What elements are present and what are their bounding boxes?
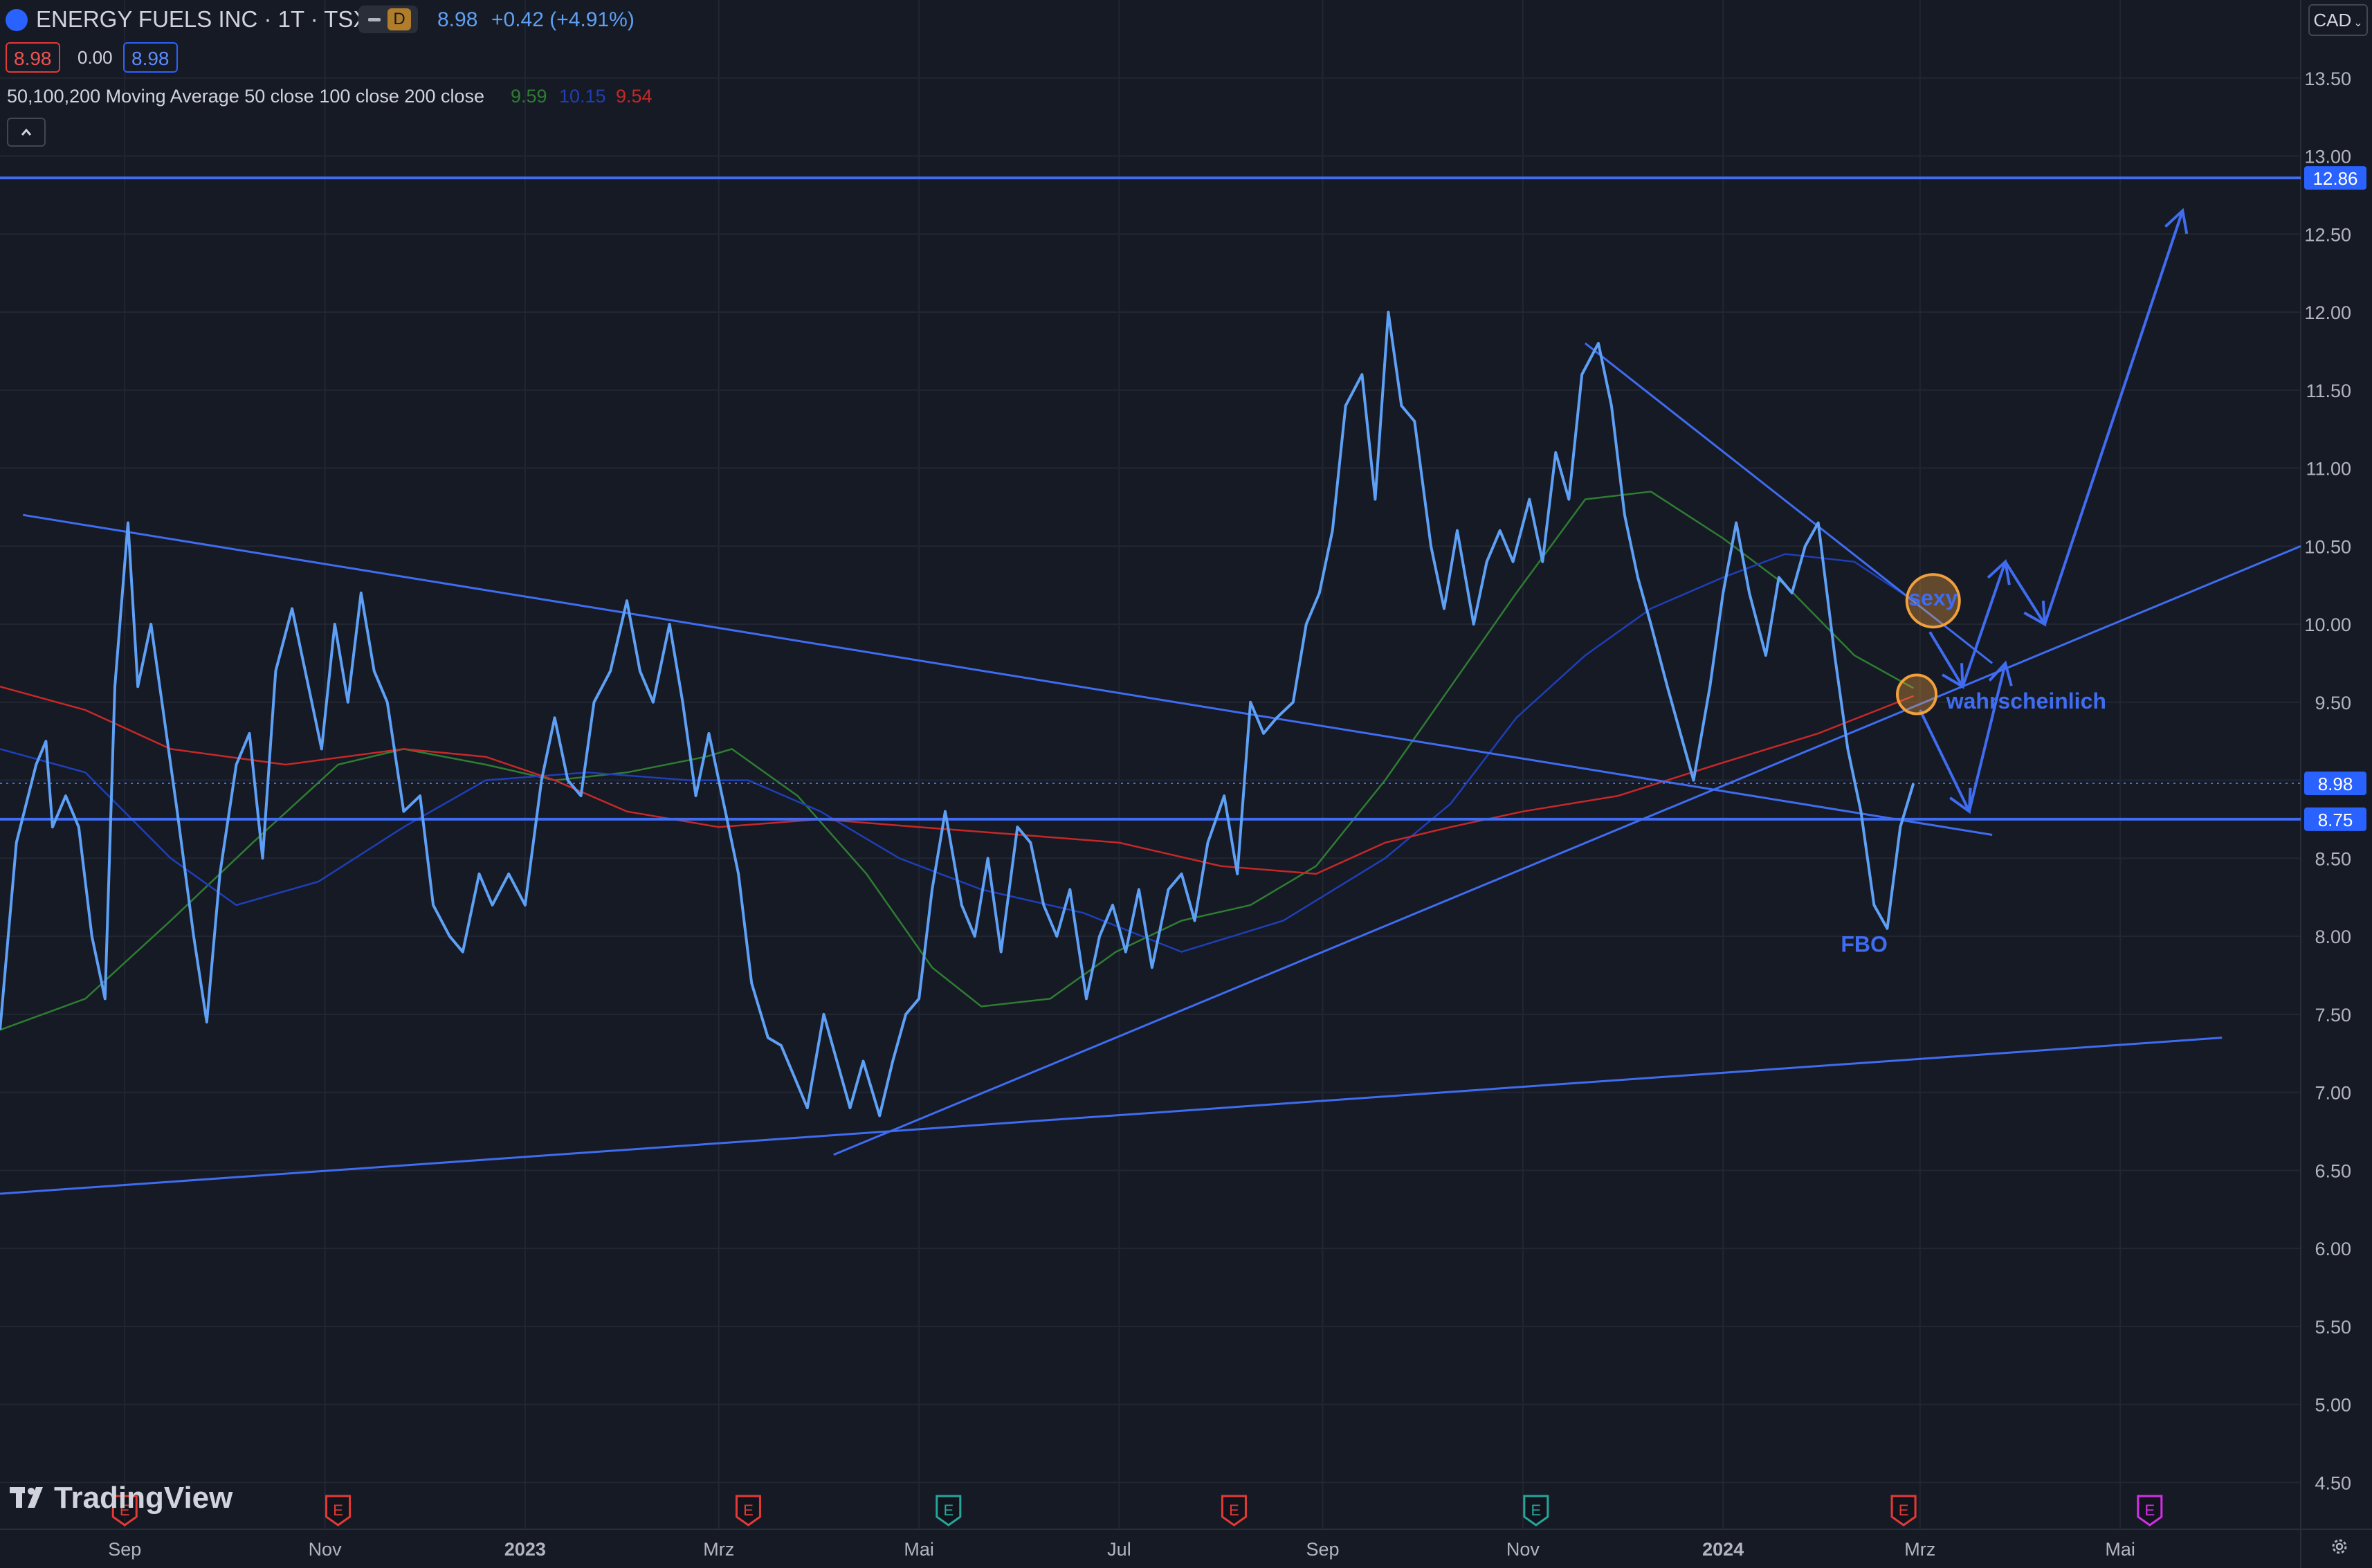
resistance-line-label-bg	[2304, 166, 2366, 190]
bid-box[interactable]: 8.98	[6, 42, 60, 73]
path-sexy-segment	[2004, 560, 2046, 626]
y-tick-label: 11.00	[2306, 459, 2351, 480]
interval-badge: D	[387, 8, 411, 30]
trendline-lower-support	[0, 1037, 2223, 1195]
support-line-label-bg	[2304, 807, 2366, 831]
y-tick-label: 7.50	[2315, 1005, 2351, 1025]
earnings-marker-label: E	[120, 1502, 130, 1519]
earnings-marker	[325, 1495, 352, 1526]
annotation-fbo: FBO	[1841, 932, 1888, 957]
interval-pill[interactable]: D	[358, 6, 418, 33]
x-tick-label: Mrz	[1904, 1539, 1935, 1560]
y-tick-label: 12.50	[2304, 224, 2351, 245]
x-tick-label: 2023	[504, 1539, 546, 1560]
x-tick-label: Nov	[1506, 1539, 1540, 1560]
currency-label: CAD	[2313, 10, 2352, 30]
y-tick-label: 7.00	[2315, 1083, 2351, 1104]
earnings-marker-label: E	[1229, 1502, 1239, 1519]
earnings-marker-label: E	[943, 1502, 954, 1519]
x-tick-label: Nov	[309, 1539, 343, 1560]
circle-sexy	[1905, 573, 1961, 629]
x-tick-label: Sep	[108, 1539, 141, 1560]
indicator-name[interactable]: 50,100,200 Moving Average 50 close 100 c…	[7, 86, 484, 107]
earnings-marker-label: E	[1899, 1502, 1909, 1519]
path-wahrscheinlich-arrowhead	[1988, 660, 2013, 686]
series-price	[0, 311, 1915, 1118]
trendline-upper-left	[22, 513, 1993, 836]
earnings-marker	[1890, 1495, 1917, 1526]
y-tick-label: 6.50	[2315, 1160, 2351, 1181]
y-tick-label: 6.00	[2315, 1239, 2351, 1259]
trendline-rising	[833, 545, 2301, 1156]
chevron-up-icon	[21, 128, 32, 136]
ma50-value: 9.59	[511, 86, 547, 107]
annotation-wahrscheinlich: wahrscheinlich	[1946, 689, 2106, 713]
y-tick-label: 11.50	[2306, 381, 2351, 401]
path-sexy-segment	[2043, 210, 2184, 625]
last-price: 8.98	[437, 8, 478, 31]
y-tick-label: 9.50	[2315, 693, 2351, 713]
earnings-marker	[936, 1495, 962, 1526]
minus-icon	[368, 18, 381, 21]
earnings-marker-label: E	[2144, 1502, 2155, 1519]
y-tick-label: 4.50	[2315, 1473, 2351, 1493]
earnings-marker	[1523, 1495, 1549, 1526]
path-wahrscheinlich-segment	[1918, 709, 1971, 812]
symbol-logo-icon	[6, 9, 28, 31]
path-sexy-segment	[1961, 561, 2007, 687]
trendline-falling-right	[1585, 342, 1994, 664]
y-tick-label: 5.50	[2315, 1317, 2351, 1338]
tradingview-brand: TradingView	[54, 1481, 233, 1515]
spread-value: 0.00	[77, 47, 113, 68]
y-tick-label: 13.50	[2304, 69, 2351, 89]
symbol-title[interactable]: ENERGY FUELS INC · 1T · TSX	[36, 6, 369, 32]
support-line-label: 8.75	[2318, 810, 2353, 830]
tradingview-logo-icon	[10, 1487, 43, 1508]
x-tick-label: Mai	[2105, 1539, 2135, 1560]
circle-wahrscheinlich	[1896, 673, 1938, 715]
y-tick-label: 5.00	[2315, 1395, 2351, 1416]
y-tick-label: 8.50	[2315, 848, 2351, 869]
earnings-marker	[111, 1495, 138, 1526]
resistance-line-label: 12.86	[2312, 168, 2357, 189]
chevron-down-icon: ⌄	[2353, 17, 2363, 29]
last-price-label: 8.98	[2318, 774, 2353, 794]
path-wahrscheinlich-segment	[1967, 662, 2007, 812]
earnings-marker	[2137, 1495, 2163, 1526]
x-tick-label: Sep	[1306, 1539, 1339, 1560]
ma200-value: 9.54	[616, 86, 653, 107]
earnings-marker-label: E	[333, 1502, 343, 1519]
path-sexy-segment	[1928, 631, 1964, 688]
earnings-marker	[1221, 1495, 1247, 1526]
x-tick-label: 2024	[1702, 1539, 1744, 1560]
collapse-legend-button[interactable]	[7, 118, 46, 147]
y-tick-label: 8.00	[2315, 927, 2351, 947]
price-change: +0.42 (+4.91%)	[491, 8, 635, 31]
y-tick-label: 13.00	[2304, 147, 2351, 167]
earnings-marker-label: E	[1531, 1502, 1541, 1519]
y-tick-label: 10.50	[2304, 536, 2351, 557]
annotation-sexy: sexy	[1908, 585, 1958, 610]
y-tick-label: 10.00	[2304, 614, 2351, 635]
ma100-value: 10.15	[559, 86, 606, 107]
x-tick-label: Mrz	[703, 1539, 734, 1560]
x-tick-label: Jul	[1107, 1539, 1131, 1560]
series-ma200	[0, 685, 1914, 875]
path-sexy-arrowhead	[2164, 208, 2189, 235]
tradingview-logo[interactable]: TradingView	[10, 1481, 232, 1515]
x-tick-label: Mai	[904, 1539, 934, 1560]
currency-dropdown[interactable]: CAD ⌄	[2308, 4, 2368, 36]
y-tick-label: 12.00	[2304, 302, 2351, 323]
earnings-marker-label: E	[743, 1502, 754, 1519]
ask-box[interactable]: 8.98	[123, 42, 178, 73]
earnings-marker	[735, 1495, 761, 1526]
series-ma50	[0, 491, 1914, 1031]
last-price-label-bg	[2304, 772, 2366, 796]
settings-gear-icon[interactable]	[2329, 1536, 2350, 1557]
